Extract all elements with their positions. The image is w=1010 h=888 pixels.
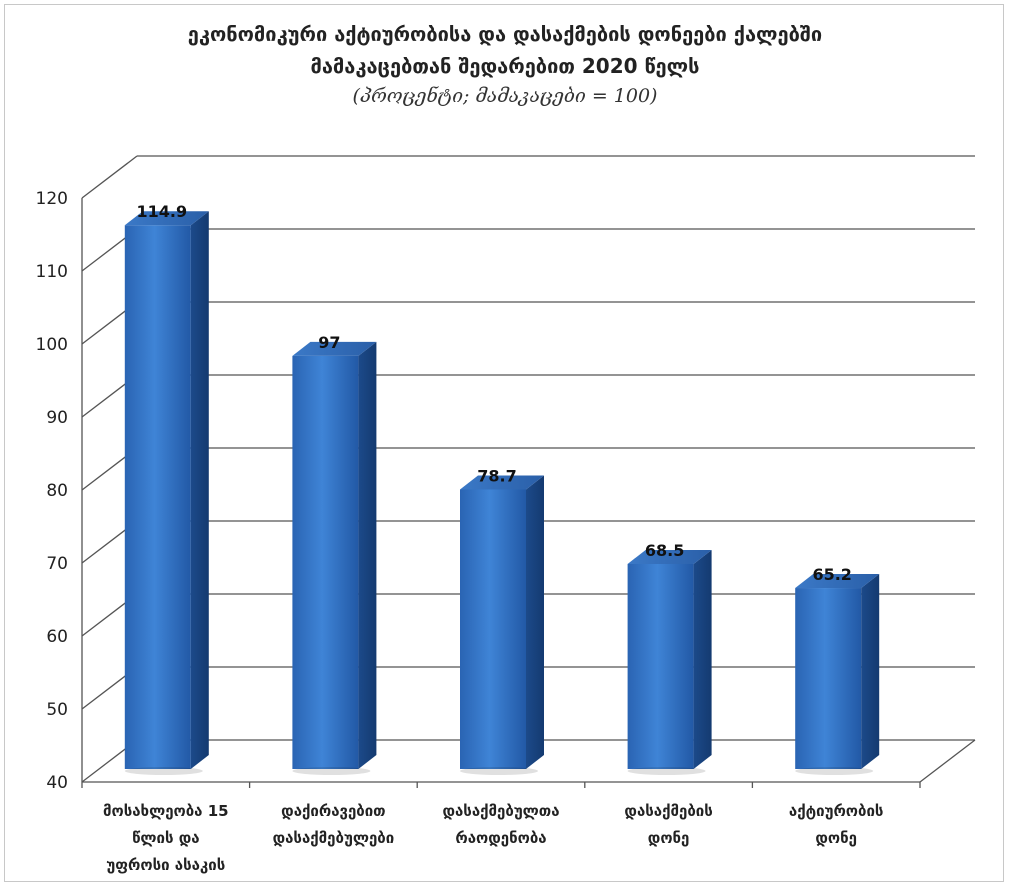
bar [795,574,880,775]
bar-side [358,341,377,769]
data-label: 97 [318,333,340,352]
bar-side [693,549,712,769]
y-tick-label: 120 [36,189,68,209]
data-label: 65.2 [812,565,851,584]
bar-shadow [460,767,538,775]
bar-top [795,574,880,589]
y-tick-label: 110 [36,262,68,282]
bar-front [460,489,526,769]
x-category-label: დასაქმების [624,802,712,820]
y-tick-label: 100 [36,335,68,355]
chart-title-block: ეკონომიკური აქტიურობისა და დასაქმების დო… [0,18,1010,110]
y-tick-label: 90 [46,408,68,428]
x-category-label: დონე [648,829,690,847]
y-tick-label: 70 [46,554,68,574]
chart-title-line-2: მამაკაცებთან შედარებით 2020 წელს [310,54,700,78]
x-category-label: დასაქმებულთა [442,802,559,820]
bar-side [190,211,209,770]
y-tick-label: 40 [46,773,68,793]
x-category-label: აქტიურობის [789,802,884,820]
bar [627,549,712,775]
data-label: 114.9 [136,202,187,221]
bar-front [292,355,359,769]
y-tick-label: 80 [46,481,68,501]
bar-shadow [627,767,706,775]
chart-title-line-1: ეკონომიკური აქტიურობისა და დასაქმების დო… [187,22,823,46]
labels-layer: 40 50 60 70 80 90 100 110 120 114.9 მოსახლეობა 15 წ… [36,189,884,874]
bar [124,211,209,775]
bar-side [861,574,880,769]
x-category-label: წლის და [132,829,199,847]
y-tick-label: 60 [46,627,68,647]
bar-top [627,549,712,564]
data-label: 78.7 [477,466,516,485]
bar-front [795,588,862,769]
bar-side [526,475,544,769]
y-tick-label: 50 [46,700,68,720]
chart-subtitle: (პროცენტი; მამაკაცები = 100) [352,85,658,107]
bars-layer [124,211,880,775]
gridline-diagonal [81,155,138,199]
x-category-label: მოსახლეობა 15 [103,802,229,820]
bar-front [627,563,694,769]
x-category-label: უფროსი ასაკის [106,856,225,874]
bar [292,341,377,775]
bar-shadow [795,767,874,775]
bar [460,475,544,775]
x-category-label: დასაქმებულები [273,829,395,847]
floor-right-edge [919,739,976,783]
bar-front [124,225,191,770]
x-category-label: რაოდენობა [455,829,546,847]
bar-top [292,341,377,356]
bar-shadow [124,767,203,775]
bar-top [460,475,544,490]
bar-top [124,211,209,226]
x-category-label: დონე [815,829,857,847]
bar-shadow [292,767,371,775]
x-category-label: დაქირავებით [281,802,385,820]
data-label: 68.5 [645,541,684,560]
